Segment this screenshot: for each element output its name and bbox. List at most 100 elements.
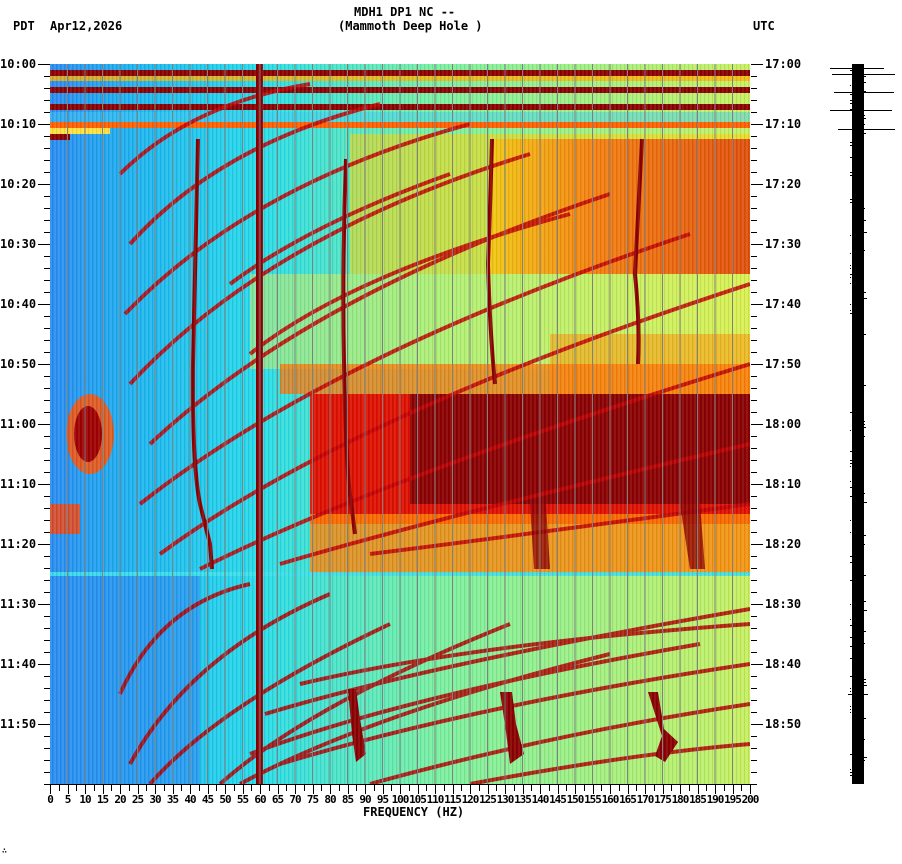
trace-jitter <box>850 235 851 236</box>
trace-spike <box>832 74 895 75</box>
left-tick <box>44 688 50 689</box>
right-tick <box>751 508 757 509</box>
frequency-tick <box>268 785 270 791</box>
frequency-label: 70 <box>289 793 301 806</box>
right-tick <box>751 280 757 281</box>
frequency-tick <box>181 785 183 791</box>
trace-jitter <box>864 424 865 425</box>
left-time-label: 10:50 <box>0 357 37 371</box>
frequency-tick <box>137 785 139 794</box>
trace-jitter <box>850 313 852 314</box>
right-tick <box>751 268 757 269</box>
frequency-tick <box>146 785 148 791</box>
trace-jitter <box>864 685 867 686</box>
frequency-tick <box>277 785 279 794</box>
left-time-label: 10:30 <box>0 237 37 251</box>
frequency-tick <box>295 785 296 794</box>
frequency-tick <box>566 785 568 791</box>
right-tick <box>751 580 757 581</box>
frequency-label: 10 <box>79 793 91 806</box>
right-tick <box>751 712 757 713</box>
frequency-tick <box>548 785 550 791</box>
trace-jitter <box>864 643 865 644</box>
left-tick <box>44 508 50 509</box>
left-time-label: 11:20 <box>0 537 37 551</box>
frequency-tick <box>76 785 78 791</box>
trace-jitter <box>864 682 866 683</box>
station-title: MDH1 DP1 NC -- <box>354 5 456 19</box>
frequency-tick <box>365 785 366 794</box>
trace-jitter <box>850 706 851 707</box>
left-tick <box>44 172 50 173</box>
frequency-tick <box>67 785 69 794</box>
frequency-tick <box>505 785 506 794</box>
right-time-label: 18:30 <box>765 597 802 611</box>
frequency-tick <box>601 785 603 791</box>
right-time-label: 17:00 <box>765 57 802 71</box>
trace-jitter <box>850 109 853 110</box>
left-tick <box>44 112 50 113</box>
frequency-tick <box>610 785 611 794</box>
frequency-label: 25 <box>131 793 144 806</box>
trace-jitter <box>850 496 853 497</box>
right-tick <box>751 496 757 497</box>
left-tick <box>44 148 50 149</box>
trace-jitter <box>850 283 851 284</box>
left-tick <box>38 664 50 665</box>
frequency-tick <box>251 785 253 791</box>
right-tick <box>751 208 757 209</box>
trace-jitter <box>850 277 851 278</box>
right-tick <box>751 304 763 305</box>
frequency-tick <box>216 785 218 791</box>
left-tick <box>38 484 50 485</box>
left-time-label: 11:40 <box>0 657 37 671</box>
left-timezone-label: PDT <box>13 19 35 33</box>
right-time-label: 17:50 <box>765 357 802 371</box>
frequency-tick <box>102 785 104 794</box>
trace-jitter <box>850 637 852 638</box>
trace-jitter <box>850 430 851 431</box>
left-tick <box>38 64 50 65</box>
frequency-label: 150 <box>566 793 585 806</box>
frequency-tick <box>592 785 594 794</box>
right-tick <box>751 244 763 245</box>
right-tick <box>751 424 763 425</box>
trace-jitter <box>864 385 866 386</box>
frequency-tick <box>671 785 673 791</box>
frequency-tick <box>382 785 384 794</box>
left-tick <box>38 544 50 545</box>
right-tick <box>751 484 763 485</box>
trace-spike <box>830 110 892 111</box>
left-tick <box>44 472 50 473</box>
trace-jitter <box>864 118 866 119</box>
right-tick <box>751 700 757 701</box>
left-tick <box>44 436 50 437</box>
left-tick <box>44 208 50 209</box>
trace-spike <box>834 92 894 93</box>
left-tick <box>44 652 50 653</box>
left-tick <box>38 424 50 425</box>
right-tick <box>751 772 757 773</box>
frequency-tick <box>286 785 288 791</box>
right-tick <box>751 256 757 257</box>
frequency-tick <box>513 785 515 791</box>
frequency-tick <box>741 785 743 791</box>
right-tick <box>751 460 757 461</box>
right-tick <box>751 232 757 233</box>
trace-jitter <box>864 535 866 536</box>
frequency-label: 130 <box>496 793 515 806</box>
trace-jitter <box>864 76 866 77</box>
left-tick <box>44 556 50 557</box>
right-tick <box>751 664 763 665</box>
right-tick <box>751 688 757 689</box>
trace-jitter <box>850 487 853 488</box>
frequency-tick <box>627 785 629 794</box>
frequency-label: 100 <box>391 793 410 806</box>
right-tick <box>751 556 757 557</box>
right-tick <box>751 88 757 89</box>
trace-jitter <box>850 580 852 581</box>
trace-jitter <box>850 625 852 626</box>
right-time-label: 17:40 <box>765 297 802 311</box>
frequency-tick <box>557 785 559 794</box>
right-tick <box>751 148 757 149</box>
